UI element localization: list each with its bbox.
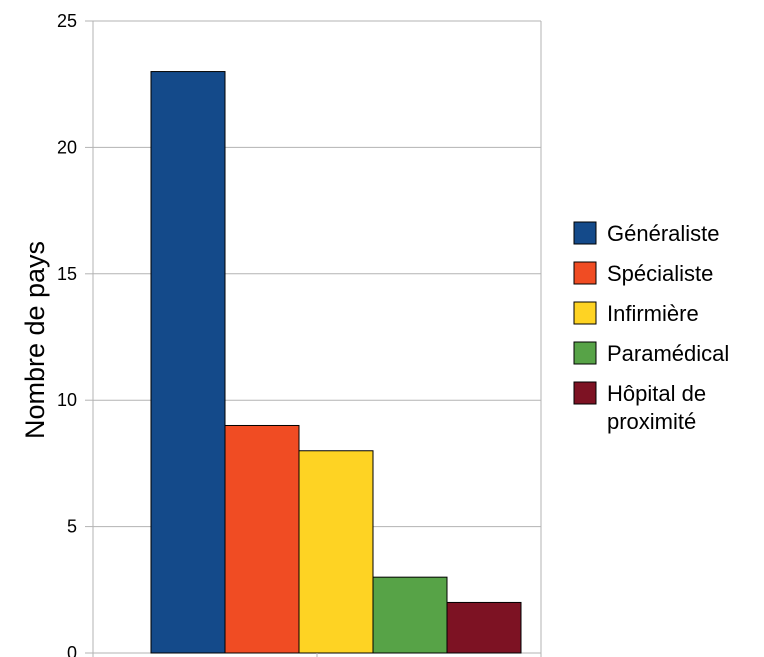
legend-swatch-4 <box>573 341 597 365</box>
legend-label-2: Spécialiste <box>607 261 713 286</box>
y-tick-label: 10 <box>57 390 77 410</box>
bar-3 <box>298 450 374 654</box>
legend-label-4: Paramédical <box>607 341 729 366</box>
y-tick-label: 15 <box>57 264 77 284</box>
y-axis-title: Nombre de pays <box>20 241 50 439</box>
bar-5 <box>446 601 522 654</box>
legend-swatch-1 <box>573 221 597 245</box>
y-tick-label: 25 <box>57 11 77 31</box>
legend-swatch-3 <box>573 301 597 325</box>
legend: Généraliste Spécialiste Infirmière Paramédi… <box>573 221 729 434</box>
legend-swatch-2 <box>573 261 597 285</box>
bar-4 <box>372 576 448 654</box>
bar-1 <box>150 71 226 654</box>
axes: 0 5 10 15 20 25 <box>57 11 542 657</box>
bars <box>150 71 522 654</box>
bar-2 <box>224 424 300 654</box>
legend-label-5: Hôpital de proximité <box>607 381 706 434</box>
y-tick-label: 20 <box>57 137 77 157</box>
legend-swatch-5 <box>573 381 597 405</box>
y-tick-label: 0 <box>67 643 77 657</box>
legend-label-3: Infirmière <box>607 301 699 326</box>
y-tick-label: 5 <box>67 517 77 537</box>
legend-label-1: Généraliste <box>607 221 720 246</box>
